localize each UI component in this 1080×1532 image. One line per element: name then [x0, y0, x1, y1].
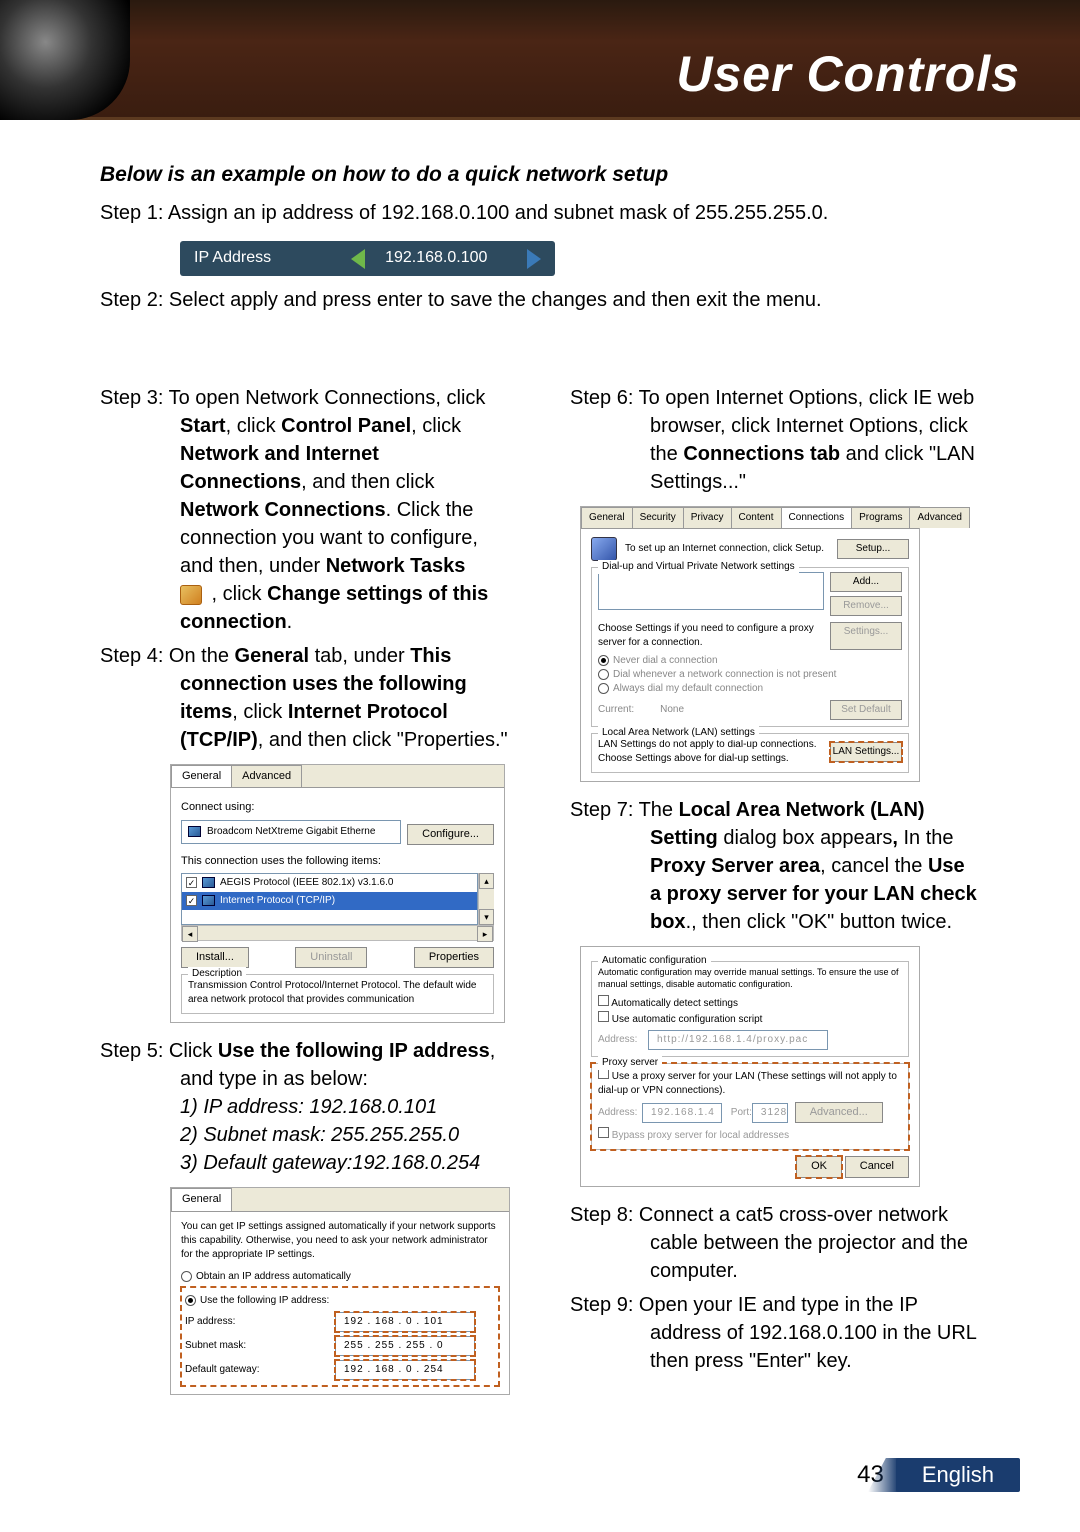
tab-c-privacy[interactable]: Privacy [683, 507, 732, 528]
configure-button[interactable]: Configure... [407, 824, 494, 845]
step-1: Step 1: Assign an ip address of 192.168.… [100, 199, 980, 227]
protocol-icon [202, 895, 215, 906]
script-address-input[interactable]: http://192.168.1.4/proxy.pac [648, 1030, 828, 1050]
uninstall-button[interactable]: Uninstall [295, 947, 367, 968]
radio-always[interactable] [598, 683, 609, 694]
connection-icon [591, 537, 617, 561]
scrollbar[interactable]: ▴▾ [478, 873, 494, 925]
checkbox-auto-script[interactable] [598, 1011, 609, 1022]
cancel-button[interactable]: Cancel [845, 1156, 909, 1177]
page-header: User Controls [0, 0, 1080, 120]
tab-general[interactable]: General [171, 765, 232, 787]
radio-dial-absent[interactable] [598, 669, 609, 680]
lan-group-title: Local Area Network (LAN) settings [598, 726, 759, 740]
proxy-group-title: Proxy server [598, 1056, 662, 1070]
step-5: Step 5: Click Use the following IP addre… [100, 1037, 510, 1177]
choose-text: Choose Settings if you need to configure… [598, 622, 824, 650]
tab-c-programs[interactable]: Programs [851, 507, 910, 528]
install-button[interactable]: Install... [181, 947, 249, 968]
set-default-button[interactable]: Set Default [830, 700, 902, 720]
step-7: Step 7: The Local Area Network (LAN) Set… [570, 796, 980, 936]
tab-general-b[interactable]: General [171, 1188, 232, 1210]
lan-settings-button[interactable]: LAN Settings... [830, 742, 902, 762]
tab-c-content[interactable]: Content [731, 507, 782, 528]
tab-c-connections[interactable]: Connections [781, 507, 853, 528]
proxy-port-input[interactable]: 3128 [752, 1103, 788, 1123]
protocol-icon [202, 877, 215, 888]
auto-config-title: Automatic configuration [598, 954, 711, 968]
step-2: Step 2: Select apply and press enter to … [100, 286, 980, 314]
scroll-down-icon[interactable]: ▾ [479, 909, 494, 925]
connection-properties-dialog: General Advanced Connect using: Broadcom… [170, 764, 505, 1024]
auto-config-note: Automatic configuration may override man… [598, 966, 902, 991]
tab-advanced[interactable]: Advanced [231, 765, 302, 787]
lan-note: LAN Settings do not apply to dial-up con… [598, 738, 824, 766]
ip-note: You can get IP settings assigned automat… [181, 1220, 499, 1262]
step-4: Step 4: On the General tab, under This c… [100, 642, 510, 754]
add-button[interactable]: Add... [830, 572, 902, 592]
settings-button[interactable]: Settings... [830, 622, 902, 650]
ip-address-input[interactable]: 192 . 168 . 0 . 101 [335, 1312, 475, 1332]
checkbox-icon[interactable]: ✓ [186, 877, 197, 888]
step-9: Step 9: Open your IE and type in the IP … [570, 1291, 980, 1375]
right-column: Step 6: To open Internet Options, click … [570, 384, 980, 1409]
properties-button[interactable]: Properties [414, 947, 494, 968]
tab-c-advanced[interactable]: Advanced [909, 507, 969, 528]
page-content: Below is an example on how to do a quick… [0, 120, 1080, 1409]
page-footer: 43 English [857, 1458, 1020, 1492]
checkbox-icon[interactable]: ✓ [186, 895, 197, 906]
left-column: Step 3: To open Network Connections, cli… [100, 384, 510, 1409]
dialup-group-title: Dial-up and Virtual Private Network sett… [598, 560, 799, 574]
radio-manual[interactable] [185, 1295, 196, 1306]
language-badge: English [896, 1458, 1020, 1492]
header-title: User Controls [676, 45, 1020, 103]
arrow-left-icon [351, 249, 365, 269]
subtitle: Below is an example on how to do a quick… [100, 160, 980, 189]
step-6: Step 6: To open Internet Options, click … [570, 384, 980, 496]
tab-c-security[interactable]: Security [632, 507, 684, 528]
connections-listbox[interactable] [598, 572, 824, 610]
uses-items-label: This connection uses the following items… [181, 854, 494, 869]
adapter-name: Broadcom NetXtreme Gigabit Etherne [207, 825, 375, 839]
step-3: Step 3: To open Network Connections, cli… [100, 384, 510, 636]
description-text: Transmission Control Protocol/Internet P… [188, 979, 487, 1007]
radio-auto[interactable] [181, 1271, 192, 1282]
lens-graphic [0, 0, 130, 120]
radio-never[interactable] [598, 655, 609, 666]
ip-address-bar: IP Address 192.168.0.100 [180, 241, 555, 275]
protocol-item-tcpip[interactable]: ✓Internet Protocol (TCP/IP) [182, 892, 477, 910]
ip-label: IP Address [180, 241, 341, 275]
scroll-right-icon[interactable]: ▸ [477, 926, 493, 942]
internet-options-dialog: General Security Privacy Content Connect… [580, 506, 920, 782]
network-task-icon [180, 585, 202, 605]
tcpip-properties-dialog: General You can get IP settings assigned… [170, 1187, 510, 1394]
adapter-icon [188, 826, 201, 837]
description-title: Description [188, 967, 246, 981]
setup-button[interactable]: Setup... [837, 539, 909, 559]
checkbox-bypass[interactable] [598, 1127, 609, 1138]
scroll-left-icon[interactable]: ◂ [182, 926, 198, 942]
connect-using-label: Connect using: [181, 800, 494, 815]
remove-button[interactable]: Remove... [830, 596, 902, 616]
step-8: Step 8: Connect a cat5 cross-over networ… [570, 1201, 980, 1285]
ok-button[interactable]: OK [796, 1156, 842, 1177]
checkbox-auto-detect[interactable] [598, 995, 609, 1006]
setup-text: To set up an Internet connection, click … [625, 542, 829, 556]
arrow-right-icon [527, 249, 541, 269]
tab-c-general[interactable]: General [581, 507, 633, 528]
protocol-item-aegis[interactable]: ✓AEGIS Protocol (IEEE 802.1x) v3.1.6.0 [182, 874, 477, 892]
ip-value: 192.168.0.100 [375, 241, 497, 275]
lan-settings-dialog: Automatic configuration Automatic config… [580, 946, 920, 1187]
gateway-input[interactable]: 192 . 168 . 0 . 254 [335, 1360, 475, 1380]
proxy-address-input[interactable]: 192.168.1.4 [642, 1103, 722, 1123]
subnet-mask-input[interactable]: 255 . 255 . 255 . 0 [335, 1336, 475, 1356]
scroll-up-icon[interactable]: ▴ [479, 873, 494, 889]
scrollbar-h[interactable]: ◂▸ [181, 925, 494, 941]
advanced-button[interactable]: Advanced... [795, 1102, 883, 1123]
